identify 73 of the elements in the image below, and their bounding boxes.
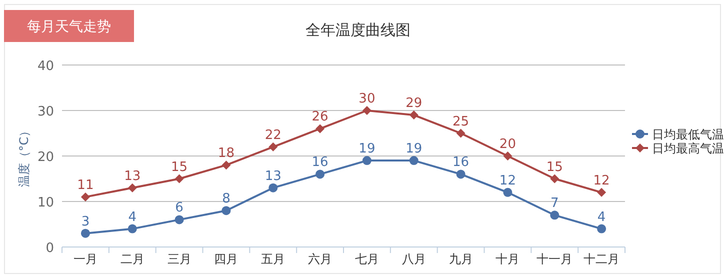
point: [503, 152, 512, 160]
x-tick-label: 九月: [448, 252, 473, 266]
data-label: 4: [128, 210, 137, 225]
point: [128, 183, 137, 192]
point: [268, 183, 278, 192]
legend-item: 日均最高气温: [632, 142, 724, 156]
point: [550, 210, 560, 220]
data-label: 25: [452, 114, 470, 130]
data-label: 12: [593, 173, 610, 188]
data-label: 3: [81, 214, 90, 230]
data-label: 13: [124, 168, 141, 184]
x-tick-label: 十月: [496, 252, 520, 266]
point: [174, 174, 184, 184]
x-tick-label: 六月: [308, 252, 332, 266]
point: [362, 156, 372, 166]
point: [550, 174, 560, 184]
point: [362, 106, 372, 115]
point: [456, 170, 466, 179]
data-label: 7: [550, 196, 559, 212]
data-label: 29: [406, 96, 422, 112]
point: [222, 206, 231, 216]
point: [597, 224, 606, 234]
data-label: 15: [546, 160, 563, 175]
chart-subtitle: 每月天气走势: [27, 19, 111, 35]
y-tick-label: 40: [37, 59, 54, 74]
data-label: 4: [597, 210, 606, 225]
point: [128, 224, 137, 234]
data-label: 8: [222, 192, 230, 207]
x-tick-label: 一月: [73, 252, 98, 266]
x-tick-label: 三月: [167, 252, 192, 266]
point: [316, 124, 325, 134]
data-label: 12: [499, 173, 516, 188]
y-tick-label: 20: [37, 150, 54, 165]
y-tick-label: 30: [37, 104, 54, 120]
data-label: 16: [452, 155, 470, 170]
x-tick-label: 七月: [354, 252, 379, 266]
data-label: 19: [406, 142, 422, 157]
point: [222, 160, 231, 170]
x-tick-label: 八月: [402, 252, 426, 266]
x-tick-label: 二月: [120, 252, 144, 266]
legend-label: 日均最高气温: [652, 142, 724, 156]
x-tick-label: 四月: [214, 252, 238, 266]
chart-title: 全年温度曲线图: [306, 21, 410, 39]
x-tick-label: 五月: [261, 252, 286, 266]
y-tick-label: 0: [46, 241, 54, 256]
point: [503, 188, 512, 197]
data-label: 11: [77, 178, 94, 193]
point: [409, 110, 418, 120]
x-tick-label: 十二月: [584, 252, 620, 266]
legend-item: 日均最低气温: [632, 128, 724, 142]
data-label: 26: [312, 110, 328, 125]
point: [174, 215, 184, 224]
point: [597, 188, 606, 197]
legend-label: 日均最低气温: [652, 128, 724, 142]
data-label: 6: [175, 200, 184, 216]
y-tick-label: 10: [37, 196, 54, 210]
data-label: 22: [264, 128, 282, 143]
data-label: 19: [358, 142, 376, 157]
point: [80, 192, 90, 202]
point: [80, 228, 90, 238]
point: [316, 170, 325, 179]
point: [268, 142, 278, 152]
header-tab: 每月天气走势: [4, 10, 134, 42]
data-label: 20: [499, 137, 516, 152]
point: [409, 156, 418, 166]
data-label: 16: [312, 155, 328, 170]
point: [456, 128, 466, 138]
data-label: 30: [358, 92, 376, 106]
y-axis-title: 温度（°C）: [17, 124, 31, 188]
data-label: 18: [218, 146, 234, 162]
data-label: 13: [264, 168, 282, 184]
x-tick-label: 十一月: [536, 252, 573, 266]
data-label: 15: [171, 160, 188, 175]
